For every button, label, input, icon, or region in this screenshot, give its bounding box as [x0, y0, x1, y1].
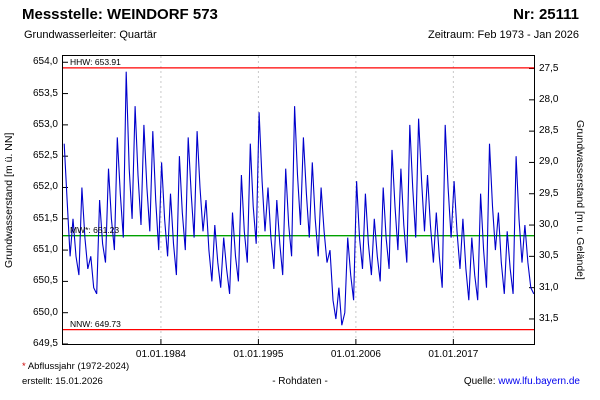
reference-line-label-nnw: NNW: 649.73: [70, 318, 121, 329]
page-title: Messstelle: WEINDORF 573: [22, 6, 218, 23]
x-axis-tick-label: 01.01.2017: [428, 349, 479, 360]
y-left-tick-label: 652,5: [32, 150, 58, 162]
y-left-tick-label: 652,0: [32, 181, 58, 193]
plot-canvas: [63, 56, 534, 344]
y-right-tick-label: 29,5: [539, 187, 559, 199]
period-label: Zeitraum: Feb 1973 - Jan 2026: [427, 29, 579, 41]
x-axis-tick-label: 01.01.2006: [330, 349, 381, 360]
plot-area: [62, 55, 535, 345]
groundwater-series-line: [63, 71, 534, 326]
footnote: * Abflussjahr (1972-2024): [22, 361, 129, 372]
source-label: Quelle:: [463, 376, 499, 387]
x-axis-tick-label: 01.01.1995: [233, 349, 284, 360]
y-right-tick-label: 29,0: [539, 156, 559, 168]
y-left-tick-label: 650,5: [32, 275, 58, 287]
station-number: Nr: 25111: [513, 6, 579, 23]
y-right-tick-label: 28,5: [539, 125, 559, 137]
y-right-tick-label: 30,5: [539, 250, 559, 262]
y-right-tick-label: 31,0: [539, 281, 559, 293]
source-line: Quelle: www.lfu.bayern.de: [464, 376, 580, 387]
y-left-tick-label: 651,5: [32, 212, 58, 224]
y-right-tick-label: 28,0: [539, 93, 559, 105]
y-left-tick-label: 649,5: [32, 338, 58, 349]
reference-line-label-mw: MW*: 651.23: [70, 224, 120, 235]
aquifer-label: Grundwasserleiter: Quartär: [24, 29, 157, 41]
source-link[interactable]: www.lfu.bayern.de: [498, 376, 580, 387]
y-axis-title-right: Grundwasserstand [m u. Gelände]: [574, 120, 586, 280]
y-left-tick-label: 654,0: [32, 56, 58, 68]
y-left-tick-label: 651,0: [32, 244, 58, 256]
data-type-label: - Rohdaten -: [272, 376, 328, 387]
y-right-tick-label: 31,5: [539, 312, 559, 324]
y-axis-title-left: Grundwasserstand [m ü. NN]: [3, 132, 15, 268]
y-left-tick-label: 653,0: [32, 118, 58, 130]
footnote-text: Abflussjahr (1972-2024): [25, 361, 130, 372]
y-right-tick-label: 27,5: [539, 62, 559, 74]
created-date-label: erstellt: 15.01.2026: [22, 376, 103, 387]
y-left-tick-label: 650,0: [32, 306, 58, 318]
y-left-tick-label: 653,5: [32, 87, 58, 99]
footnote-asterisk: *: [22, 361, 26, 372]
y-right-tick-label: 30,0: [539, 219, 559, 231]
x-axis-tick-label: 01.01.1984: [135, 349, 186, 360]
reference-line-label-hhw: HHW: 653.91: [70, 56, 121, 67]
